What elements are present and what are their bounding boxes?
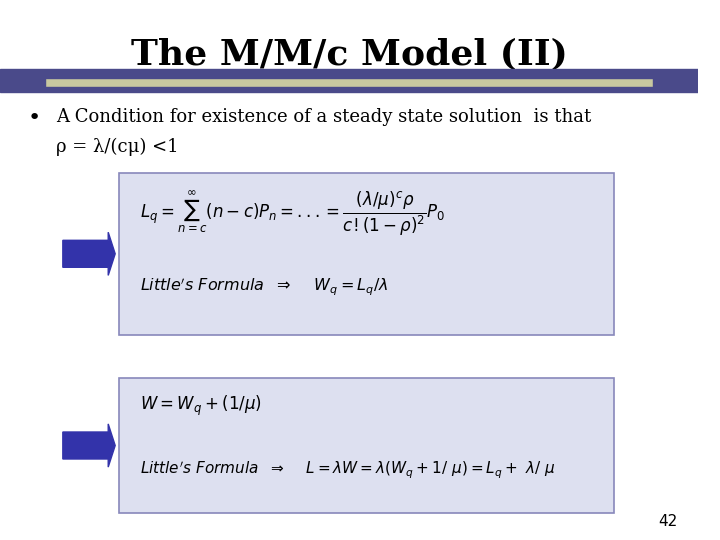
Bar xyxy=(653,78,698,88)
FancyBboxPatch shape xyxy=(119,173,614,335)
Bar xyxy=(0,69,698,78)
Polygon shape xyxy=(63,232,115,275)
Bar xyxy=(0,78,698,88)
FancyBboxPatch shape xyxy=(119,378,614,513)
Text: The M/M/c Model (II): The M/M/c Model (II) xyxy=(130,38,567,72)
Bar xyxy=(0,78,45,88)
Text: $\it{Little's\ Formula}$  $\Rightarrow$    $L=\lambda W= \lambda(W_q+1/\ \mu) = : $\it{Little's\ Formula}$ $\Rightarrow$ $… xyxy=(140,460,555,481)
Bar xyxy=(0,87,698,92)
Text: •: • xyxy=(28,108,41,128)
Text: ρ = λ/(cμ) <1: ρ = λ/(cμ) <1 xyxy=(56,138,179,156)
Text: $\it{Little's\ Formula}$  $\Rightarrow$    $W_q=L_q/\lambda$: $\it{Little's\ Formula}$ $\Rightarrow$ $… xyxy=(140,275,388,297)
Text: $L_q = \sum_{n=c}^{\infty}(n-c)P_n = ... = \dfrac{(\lambda/\mu)^c\rho}{c!(1-\rho: $L_q = \sum_{n=c}^{\infty}(n-c)P_n = ...… xyxy=(140,189,445,238)
Polygon shape xyxy=(63,424,115,467)
Text: A Condition for existence of a steady state solution  is that: A Condition for existence of a steady st… xyxy=(56,108,591,126)
Text: 42: 42 xyxy=(658,514,678,529)
Text: $W=W_q+(1/\mu)$: $W=W_q+(1/\mu)$ xyxy=(140,394,261,418)
